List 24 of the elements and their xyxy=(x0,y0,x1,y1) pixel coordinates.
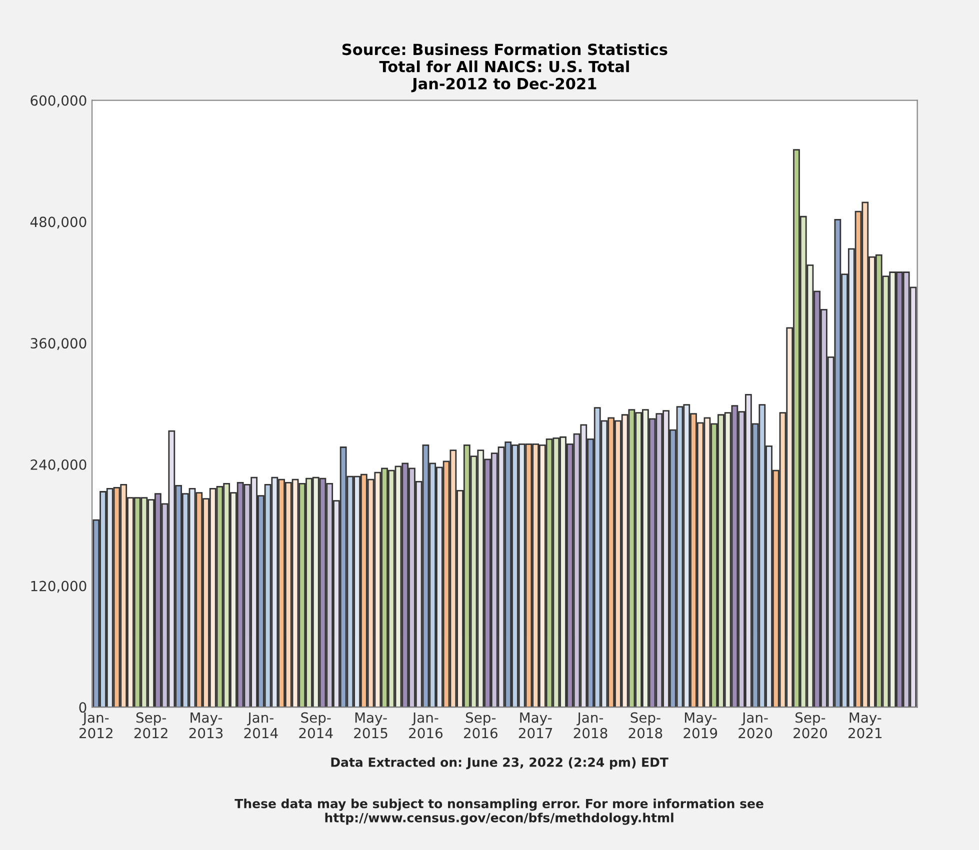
x-tick-label: Sep-2018 xyxy=(628,712,662,738)
x-tick-label: Sep-2016 xyxy=(464,712,498,738)
x-tick-label: Sep-2020 xyxy=(794,712,827,738)
x-tick-label: May-2019 xyxy=(684,712,718,738)
y-tick-label: 480,000 xyxy=(30,216,86,229)
x-tick-label: Jan-2016 xyxy=(409,712,443,738)
text: These data may be subject to nonsampling error. For more information see http://www.census.gov/econ/bfs/methdology.html xyxy=(234,798,764,825)
x-tick-label: May-2013 xyxy=(189,712,223,738)
x-tick-label: Jan-2018 xyxy=(574,712,608,738)
x-tick-label: May-2017 xyxy=(518,712,552,738)
y-tick-label: 120,000 xyxy=(31,580,86,593)
y-tick-label: 360,000 xyxy=(30,338,86,350)
x-tick-label: Jan-2014 xyxy=(244,712,278,738)
x-tick-label: Jan-2012 xyxy=(79,712,112,738)
x-tick-label: Sep-2012 xyxy=(134,712,168,738)
x-tick-label: Jan-2020 xyxy=(738,712,772,738)
x-tick-label: May-2021 xyxy=(848,712,882,738)
text: Data Extracted on: June 23, 2022 (2:24 pm) EDT xyxy=(331,757,668,770)
x-tick-label: Sep-2014 xyxy=(299,712,333,738)
y-tick-label: 600,000 xyxy=(30,95,86,108)
y-tick-label: 240,000 xyxy=(30,459,86,472)
x-tick-label: May-2015 xyxy=(354,712,388,738)
y-tick-label: 0 xyxy=(79,702,86,713)
chart-title: Source: Business Formation Statistics Total for All NAICS: U.S. Total Jan-2012 to Dec-2021 xyxy=(342,43,668,92)
